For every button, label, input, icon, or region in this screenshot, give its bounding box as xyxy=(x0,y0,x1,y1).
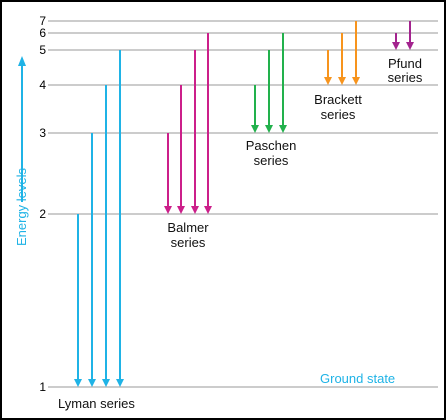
transition-arrows xyxy=(74,21,414,387)
balmer-series-label: Balmer xyxy=(167,220,209,235)
pfund-series-label: series xyxy=(388,70,423,85)
series-labels: Lyman seriesBalmerseriesPaschenseriesBra… xyxy=(58,56,423,411)
level-label-7: 7 xyxy=(39,14,46,28)
y-axis-arrow-head xyxy=(18,56,26,66)
paschen-series-label: series xyxy=(254,153,289,168)
level-label-6: 6 xyxy=(39,26,46,40)
brackett-series-label: series xyxy=(321,107,356,122)
level-label-2: 2 xyxy=(39,207,46,221)
paschen-series-label: Paschen xyxy=(246,138,297,153)
level-label-5: 5 xyxy=(39,43,46,57)
level-label-1: 1 xyxy=(39,380,46,394)
ground-state-label: Ground state xyxy=(320,371,395,386)
level-label-4: 4 xyxy=(39,78,46,92)
brackett-series-label: Brackett xyxy=(314,92,362,107)
level-label-3: 3 xyxy=(39,126,46,140)
y-axis-label: Energy levels xyxy=(14,167,29,246)
y-axis-indicator: Energy levels xyxy=(14,56,29,246)
pfund-series-label: Pfund xyxy=(388,56,422,71)
energy-levels: 1 2 3 4 5 67 xyxy=(39,14,438,394)
balmer-series-label: series xyxy=(171,235,206,250)
lyman-series-label: Lyman series xyxy=(58,396,135,411)
